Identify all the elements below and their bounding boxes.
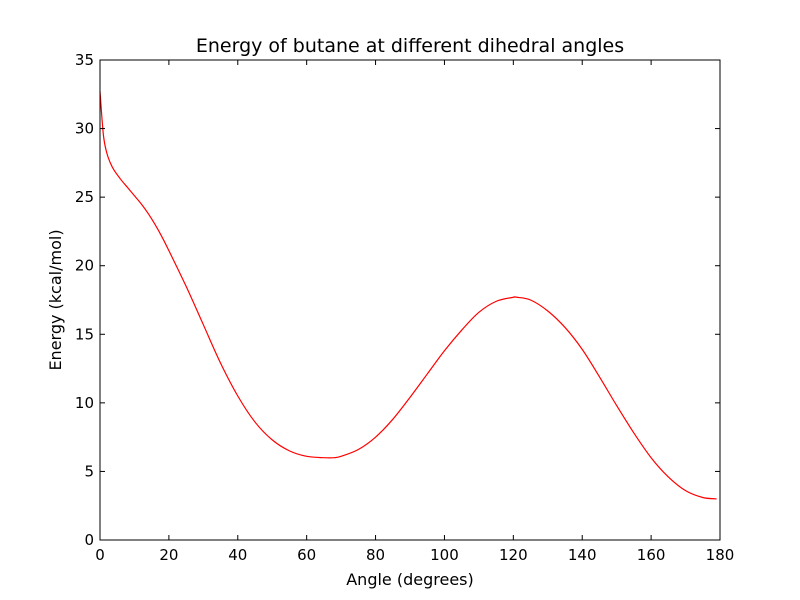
- plot-background: [100, 60, 720, 540]
- x-tick-label: 160: [637, 546, 666, 564]
- series-layer: [99, 91, 717, 500]
- x-tick-label: 40: [228, 546, 247, 564]
- y-tick-label: 35: [75, 51, 94, 69]
- x-tick-label: 180: [706, 546, 735, 564]
- plot-frame: [99, 59, 721, 541]
- y-tick-label: 30: [75, 120, 94, 138]
- y-tick-label: 5: [84, 462, 94, 480]
- x-tick-label: 60: [297, 546, 316, 564]
- y-tick-label: 15: [75, 325, 94, 343]
- x-tick-label: 100: [430, 546, 459, 564]
- y-tick-label: 20: [75, 257, 94, 275]
- chart-title: Energy of butane at different dihedral a…: [196, 35, 624, 57]
- y-tick-label: 25: [75, 188, 94, 206]
- y-axis-title: Energy (kcal/mol): [46, 229, 65, 370]
- x-tick-label: 140: [568, 546, 597, 564]
- ticks-layer: 0 20 40 60 80 100 120 140 160 180 0 5 10 15 20 25 30 35: [75, 51, 734, 564]
- x-tick-label: 20: [159, 546, 178, 564]
- y-tick-label: 10: [75, 394, 94, 412]
- y-tick-label: 0: [84, 531, 94, 549]
- x-tick-label: 0: [95, 546, 105, 564]
- x-tick-label: 80: [366, 546, 385, 564]
- series-line-0: [99, 91, 717, 500]
- x-tick-label: 120: [499, 546, 528, 564]
- x-axis-title: Angle (degrees): [346, 570, 474, 589]
